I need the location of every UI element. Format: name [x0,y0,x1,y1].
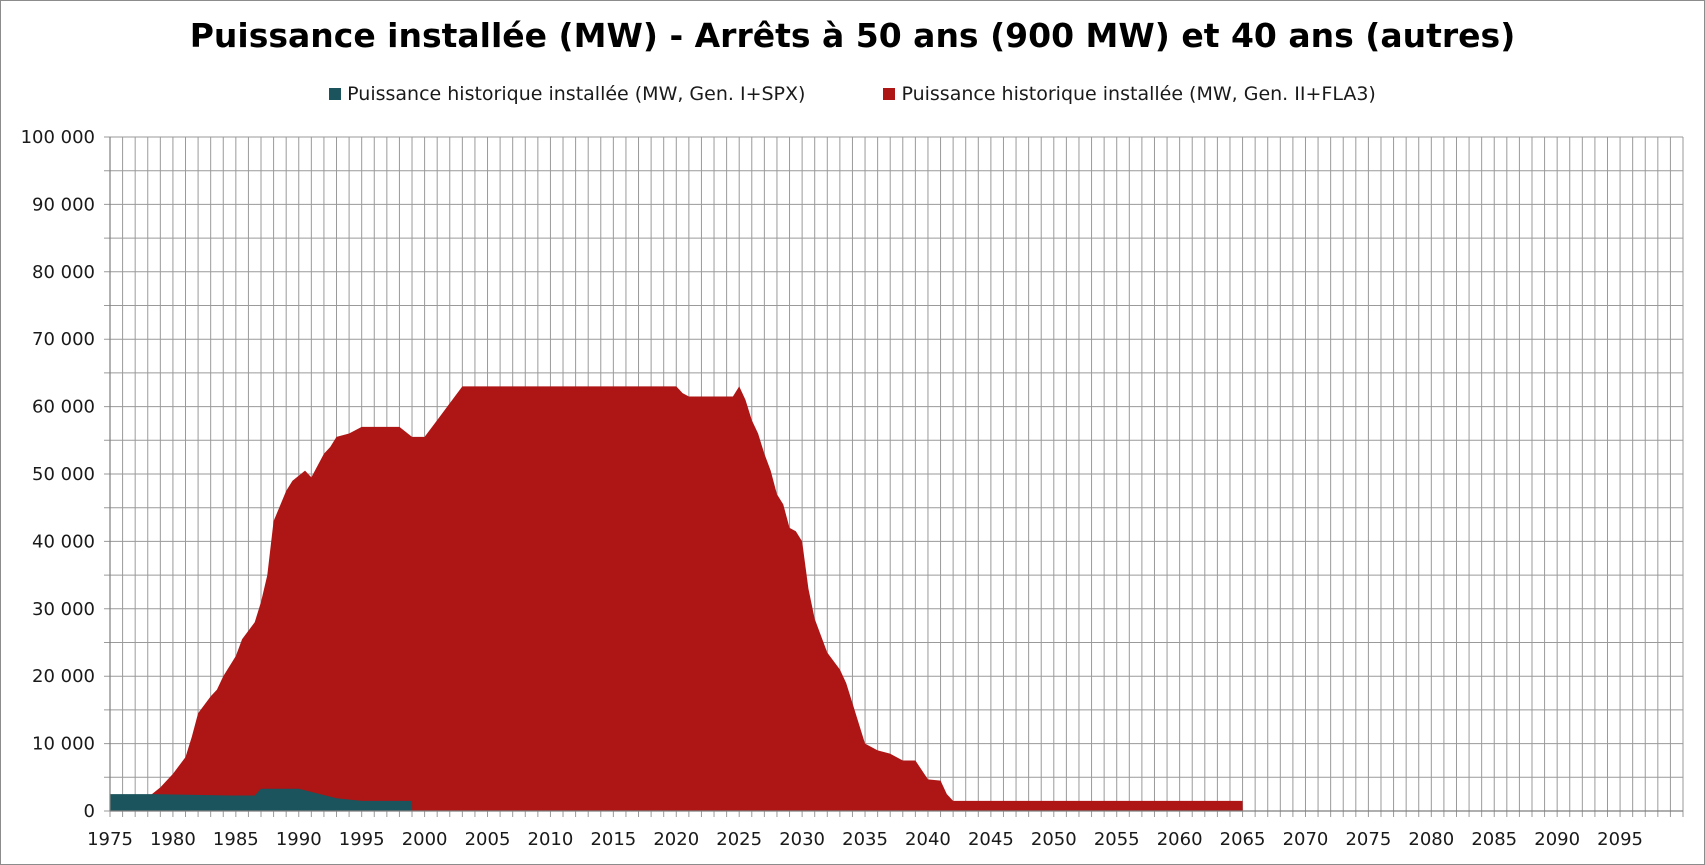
series-area-0 [110,788,413,811]
legend-item-gen2: Puissance historique installée (MW, Gen.… [883,83,1376,105]
y-tick-label: 80 000 [32,262,95,283]
x-tick-label: 2055 [1094,829,1140,850]
x-tick-label: 2045 [968,829,1014,850]
y-tick-label: 90 000 [32,194,95,215]
x-tick-label: 2015 [590,829,636,850]
legend-swatch-gen2 [883,88,896,100]
x-tick-label: 1990 [276,829,322,850]
x-tick-label: 2020 [653,829,699,850]
x-tick-label: 2025 [716,829,762,850]
legend-swatch-gen1 [329,88,342,100]
y-tick-label: 40 000 [32,531,95,552]
x-tick-label: 2040 [905,829,951,850]
x-tick-label: 2080 [1408,829,1454,850]
x-tick-label: 1980 [150,829,196,850]
legend-label-gen1: Puissance historique installée (MW, Gen.… [347,83,806,105]
x-tick-label: 2060 [1157,829,1203,850]
x-tick-label: 2070 [1283,829,1329,850]
y-tick-label: 10 000 [32,734,95,755]
x-tick-label: 2050 [1031,829,1077,850]
x-tick-label: 2005 [465,829,511,850]
legend-item-gen1: Puissance historique installée (MW, Gen.… [329,83,805,105]
x-tick-label: 2085 [1471,829,1517,850]
legend-label-gen2: Puissance historique installée (MW, Gen.… [901,83,1376,105]
x-tick-label: 1975 [87,829,133,850]
y-tick-label: 70 000 [32,329,95,350]
x-tick-label: 1995 [339,829,385,850]
x-tick-label: 2010 [528,829,574,850]
x-tick-label: 2000 [402,829,448,850]
y-tick-label: 100 000 [21,127,95,148]
x-tick-label: 2095 [1597,829,1643,850]
x-tick-label: 2035 [842,829,888,850]
chart-title: Puissance installée (MW) - Arrêts à 50 a… [189,16,1516,55]
x-tick-label: 2030 [779,829,825,850]
x-tick-label: 2075 [1345,829,1391,850]
y-tick-label: 50 000 [32,464,95,485]
y-tick-label: 60 000 [32,397,95,418]
x-tick-label: 1985 [213,829,259,850]
chart-legend: Puissance historique installée (MW, Gen.… [0,83,1705,105]
y-tick-label: 0 [84,801,95,822]
x-tick-label: 2090 [1534,829,1580,850]
y-tick-label: 30 000 [32,599,95,620]
y-tick-label: 20 000 [32,666,95,687]
series-area-1 [110,386,1243,811]
x-tick-label: 2065 [1220,829,1266,850]
